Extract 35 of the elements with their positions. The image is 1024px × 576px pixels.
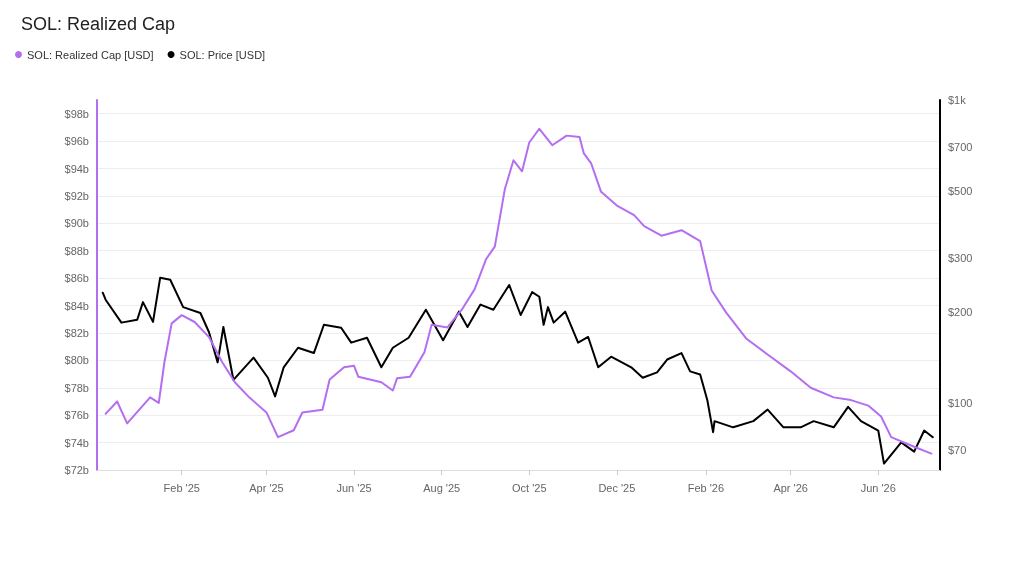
x-tick-label: Feb '25 [163, 481, 200, 494]
x-tick-label: Feb '26 [687, 481, 725, 494]
y-tick-label: $96b [64, 135, 89, 148]
y-tick-label: $98b [64, 107, 89, 120]
y2-tick-label: $500 [948, 185, 973, 198]
legend-label: SOL: Realized Cap [USD] [27, 48, 154, 61]
y-tick-label: $92b [64, 189, 89, 202]
x-tick-label: Dec '25 [598, 481, 636, 494]
y2-tick-label: $100 [948, 396, 973, 409]
y2-tick-label: $700 [948, 140, 973, 153]
y-tick-label: $88b [64, 244, 89, 257]
x-tick-label: Oct '25 [512, 481, 547, 494]
legend-label: SOL: Price [USD] [179, 48, 266, 61]
y-tick-label: $90b [64, 217, 89, 230]
line-series [101, 276, 934, 465]
line-series [104, 127, 933, 455]
y-tick-label: $76b [64, 409, 89, 422]
y-tick-label: $94b [64, 162, 89, 175]
y2-tick-label: $200 [948, 305, 973, 318]
y-tick-label: $82b [64, 326, 89, 339]
x-tick-label: Jun '26 [860, 481, 896, 494]
y-tick-label: $86b [64, 272, 89, 285]
y-tick-label: $80b [64, 354, 89, 367]
x-tick-label: Aug '25 [423, 481, 461, 494]
y2-tick-label: $70 [948, 443, 967, 456]
y-tick-label: $84b [64, 299, 89, 312]
x-tick-label: Apr '25 [249, 481, 284, 494]
x-tick-label: Jun '25 [336, 481, 372, 494]
y-tick-label: $78b [64, 381, 89, 394]
y2-tick-label: $300 [948, 252, 973, 265]
y-tick-label: $74b [64, 436, 89, 449]
y2-tick-label: $1k [948, 94, 967, 106]
x-tick-label: Apr '26 [773, 481, 808, 494]
y-tick-label: $72b [64, 464, 89, 476]
chart-title: SOL: Realized Cap [21, 14, 176, 34]
